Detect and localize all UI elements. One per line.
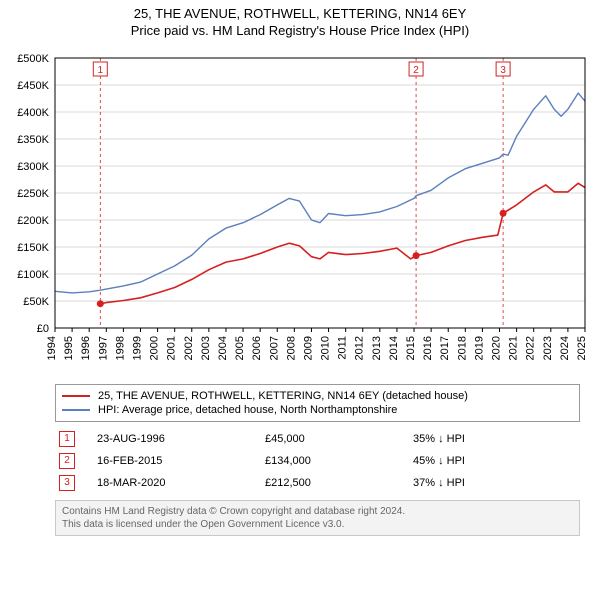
svg-text:2005: 2005 xyxy=(234,336,246,360)
legend: 25, THE AVENUE, ROTHWELL, KETTERING, NN1… xyxy=(55,384,580,422)
svg-text:2011: 2011 xyxy=(337,336,349,360)
event-row: 1 23-AUG-1996£45,00035% ↓ HPI xyxy=(55,428,580,450)
svg-text:2013: 2013 xyxy=(371,336,383,360)
event-delta: 37% ↓ HPI xyxy=(409,472,580,494)
svg-text:£500K: £500K xyxy=(17,53,49,65)
footer-line1: Contains HM Land Registry data © Crown c… xyxy=(62,505,573,518)
legend-item: HPI: Average price, detached house, Nort… xyxy=(62,403,573,417)
event-row: 2 16-FEB-2015£134,00045% ↓ HPI xyxy=(55,450,580,472)
svg-text:2012: 2012 xyxy=(354,336,366,360)
legend-swatch xyxy=(62,409,90,411)
svg-text:2002: 2002 xyxy=(183,336,195,360)
svg-text:2019: 2019 xyxy=(473,336,485,360)
svg-text:£400K: £400K xyxy=(17,107,49,119)
svg-text:2007: 2007 xyxy=(268,336,280,360)
svg-text:1996: 1996 xyxy=(80,336,92,360)
svg-text:1995: 1995 xyxy=(63,336,75,360)
event-date: 18-MAR-2020 xyxy=(93,472,261,494)
svg-text:1994: 1994 xyxy=(46,336,58,360)
svg-text:£0: £0 xyxy=(37,323,49,335)
svg-text:£200K: £200K xyxy=(17,215,49,227)
event-date: 23-AUG-1996 xyxy=(93,428,261,450)
svg-text:2024: 2024 xyxy=(559,336,571,360)
svg-text:£50K: £50K xyxy=(23,296,49,308)
event-row: 3 18-MAR-2020£212,50037% ↓ HPI xyxy=(55,472,580,494)
svg-text:1997: 1997 xyxy=(97,336,109,360)
svg-text:2001: 2001 xyxy=(166,336,178,360)
svg-text:2018: 2018 xyxy=(456,336,468,360)
svg-text:3: 3 xyxy=(500,65,506,76)
chart-titles: 25, THE AVENUE, ROTHWELL, KETTERING, NN1… xyxy=(0,0,600,38)
svg-text:2003: 2003 xyxy=(200,336,212,360)
svg-text:2000: 2000 xyxy=(149,336,161,360)
event-badge: 1 xyxy=(59,431,75,447)
title-sub: Price paid vs. HM Land Registry's House … xyxy=(0,23,600,38)
event-price: £134,000 xyxy=(261,450,409,472)
svg-text:2008: 2008 xyxy=(285,336,297,360)
svg-text:2020: 2020 xyxy=(491,336,503,360)
svg-text:2015: 2015 xyxy=(405,336,417,360)
event-date: 16-FEB-2015 xyxy=(93,450,261,472)
svg-text:2010: 2010 xyxy=(320,336,332,360)
plot-area: £0 £50K £100K £150K £200K £250K £300K £350K £400… xyxy=(0,48,600,378)
svg-text:2014: 2014 xyxy=(388,336,400,360)
svg-text:£150K: £150K xyxy=(17,242,49,254)
svg-text:1999: 1999 xyxy=(131,336,143,360)
svg-text:2021: 2021 xyxy=(508,336,520,360)
svg-text:2004: 2004 xyxy=(217,336,229,360)
svg-text:£100K: £100K xyxy=(17,269,49,281)
footer-line2: This data is licensed under the Open Gov… xyxy=(62,518,573,531)
svg-text:2: 2 xyxy=(413,65,419,76)
title-main: 25, THE AVENUE, ROTHWELL, KETTERING, NN1… xyxy=(0,6,600,21)
footer-attribution: Contains HM Land Registry data © Crown c… xyxy=(55,500,580,536)
event-delta: 45% ↓ HPI xyxy=(409,450,580,472)
events-table: 1 23-AUG-1996£45,00035% ↓ HPI 2 16-FEB-2015… xyxy=(55,428,580,494)
svg-text:2025: 2025 xyxy=(576,336,588,360)
legend-label: 25, THE AVENUE, ROTHWELL, KETTERING, NN1… xyxy=(98,390,468,402)
legend-label: HPI: Average price, detached house, Nort… xyxy=(98,404,397,416)
legend-swatch xyxy=(62,395,90,397)
event-price: £212,500 xyxy=(261,472,409,494)
plot-svg: £0 £50K £100K £150K £200K £250K £300K £350K £400… xyxy=(0,48,600,378)
svg-text:£350K: £350K xyxy=(17,134,49,146)
event-price: £45,000 xyxy=(261,428,409,450)
svg-text:2016: 2016 xyxy=(422,336,434,360)
svg-text:2017: 2017 xyxy=(439,336,451,360)
svg-text:£300K: £300K xyxy=(17,161,49,173)
event-badge: 3 xyxy=(59,475,75,491)
svg-text:2009: 2009 xyxy=(302,336,314,360)
svg-text:2022: 2022 xyxy=(525,336,537,360)
svg-text:£250K: £250K xyxy=(17,188,49,200)
svg-text:1998: 1998 xyxy=(114,336,126,360)
svg-text:2006: 2006 xyxy=(251,336,263,360)
chart-container: 25, THE AVENUE, ROTHWELL, KETTERING, NN1… xyxy=(0,0,600,536)
legend-item: 25, THE AVENUE, ROTHWELL, KETTERING, NN1… xyxy=(62,389,573,403)
event-delta: 35% ↓ HPI xyxy=(409,428,580,450)
svg-text:2023: 2023 xyxy=(542,336,554,360)
svg-text:£450K: £450K xyxy=(17,80,49,92)
svg-text:1: 1 xyxy=(98,65,104,76)
event-badge: 2 xyxy=(59,453,75,469)
